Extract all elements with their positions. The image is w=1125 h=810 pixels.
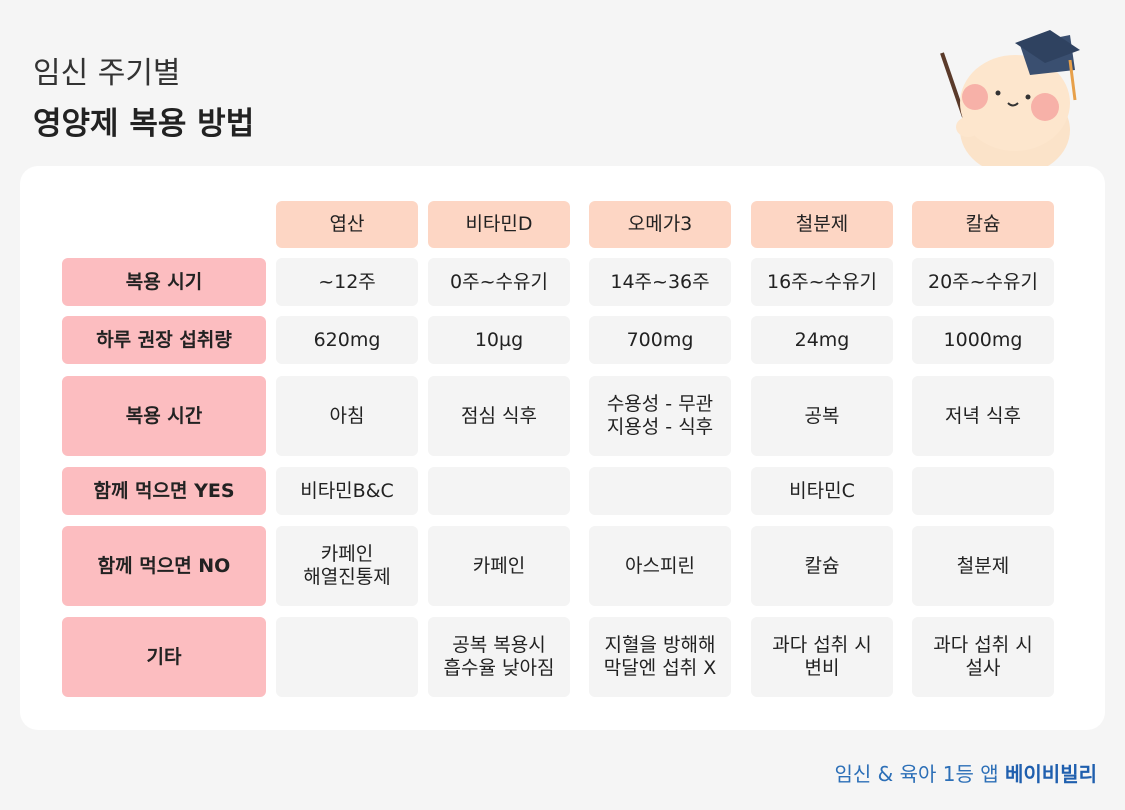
cell-text: 칼슘 (965, 213, 1001, 235)
title: 영양제 복용 방법 (33, 106, 255, 142)
row-header: 복용 시간 (62, 376, 266, 456)
cell-text: 지용성 - 식후 (606, 416, 714, 438)
table-cell (276, 617, 418, 697)
cell-text: 막달엔 섭취 X (603, 657, 717, 679)
cell-text: 함께 먹으면 YES (93, 479, 235, 502)
cell-text: 흡수율 낮아짐 (443, 657, 555, 679)
column-header: 엽산 (276, 201, 418, 248)
cell-text: 복용 시간 (125, 404, 203, 427)
table-cell: 수용성 - 무관 지용성 - 식후 (589, 376, 731, 456)
table-cell: 아침 (276, 376, 418, 456)
table-cell: 저녁 식후 (912, 376, 1054, 456)
cell-text: 함께 먹으면 NO (97, 554, 231, 577)
footer-brand: 베이비빌리 (1005, 762, 1097, 786)
baby-illustration (940, 30, 1080, 170)
cell-text: 점심 식후 (461, 404, 537, 427)
table-cell: 공복 (751, 376, 893, 456)
table-cell: 10µg (428, 316, 570, 364)
cell-text: 700mg (626, 328, 694, 351)
table-cell: 비타민C (751, 467, 893, 515)
cell-text: ~12주 (318, 270, 376, 293)
cell-text: 철분제 (956, 554, 1010, 577)
table-cell: 지혈을 방해해 막달엔 섭취 X (589, 617, 731, 697)
cell-text: 비타민B&C (300, 479, 394, 502)
table-cell: 14주~36주 (589, 258, 731, 306)
cell-text: 비타민C (789, 479, 855, 502)
table-cell: 1000mg (912, 316, 1054, 364)
cell-text: 해열진통제 (303, 566, 391, 588)
table-cell: 점심 식후 (428, 376, 570, 456)
cell-text: 14주~36주 (610, 270, 710, 293)
row-header: 복용 시기 (62, 258, 266, 306)
cell-text: 16주~수유기 (766, 270, 878, 293)
table-cell: 0주~수유기 (428, 258, 570, 306)
cell-text: 지혈을 방해해 (604, 634, 716, 656)
column-header: 오메가3 (589, 201, 731, 248)
table-cell: 공복 복용시 흡수율 낮아짐 (428, 617, 570, 697)
cell-text: 철분제 (795, 213, 849, 235)
cell-text: 카페인 (320, 543, 374, 565)
table-cell: 16주~수유기 (751, 258, 893, 306)
table-cell: 20주~수유기 (912, 258, 1054, 306)
cell-text: 24mg (794, 328, 850, 351)
row-header: 하루 권장 섭취량 (62, 316, 266, 364)
table-cell: 카페인 (428, 526, 570, 606)
row-header: 기타 (62, 617, 266, 697)
cell-text: 저녁 식후 (945, 404, 1021, 427)
table-cell: 과다 섭취 시 변비 (751, 617, 893, 697)
table-cell: 비타민B&C (276, 467, 418, 515)
table-cell: 아스피린 (589, 526, 731, 606)
footer-text: 임신 & 육아 1등 앱 (834, 762, 999, 786)
cell-text: 과다 섭취 시 (933, 634, 1033, 656)
table-cell: 24mg (751, 316, 893, 364)
footer: 임신 & 육아 1등 앱 베이비빌리 (834, 758, 1097, 787)
cell-text: 20주~수유기 (927, 270, 1039, 293)
cell-text: 엽산 (329, 213, 365, 235)
column-header: 철분제 (751, 201, 893, 248)
table-cell: 620mg (276, 316, 418, 364)
cell-text: 기타 (146, 645, 182, 668)
cell-text: 카페인 (472, 554, 526, 577)
table-cell (589, 467, 731, 515)
cell-text: 공복 복용시 (452, 634, 546, 656)
row-header: 함께 먹으면 NO (62, 526, 266, 606)
cell-text: 칼슘 (804, 554, 840, 577)
subtitle: 임신 주기별 (33, 56, 181, 91)
column-header: 비타민D (428, 201, 570, 248)
cell-text: 아스피린 (625, 554, 695, 577)
cell-text: 0주~수유기 (450, 270, 548, 293)
table-cell: 칼슘 (751, 526, 893, 606)
table-cell (428, 467, 570, 515)
cell-text: 공복 (804, 404, 840, 427)
table-cell (912, 467, 1054, 515)
table-cell: 철분제 (912, 526, 1054, 606)
cell-text: 아침 (329, 404, 365, 427)
cell-text: 복용 시기 (125, 270, 203, 293)
cell-text: 620mg (313, 328, 381, 351)
cell-text: 비타민D (465, 213, 533, 235)
cell-text: 하루 권장 섭취량 (96, 328, 232, 351)
table-cell: 700mg (589, 316, 731, 364)
cell-text: 수용성 - 무관 (606, 393, 714, 415)
cell-text: 10µg (474, 328, 524, 351)
table-cell: 과다 섭취 시 설사 (912, 617, 1054, 697)
cell-text: 과다 섭취 시 (772, 634, 872, 656)
row-header: 함께 먹으면 YES (62, 467, 266, 515)
cell-text: 1000mg (943, 328, 1023, 351)
cell-text: 오메가3 (627, 213, 693, 235)
column-header: 칼슘 (912, 201, 1054, 248)
cell-text: 변비 (804, 657, 840, 679)
cell-text: 설사 (965, 657, 1001, 679)
table-cell: 카페인 해열진통제 (276, 526, 418, 606)
table-cell: ~12주 (276, 258, 418, 306)
